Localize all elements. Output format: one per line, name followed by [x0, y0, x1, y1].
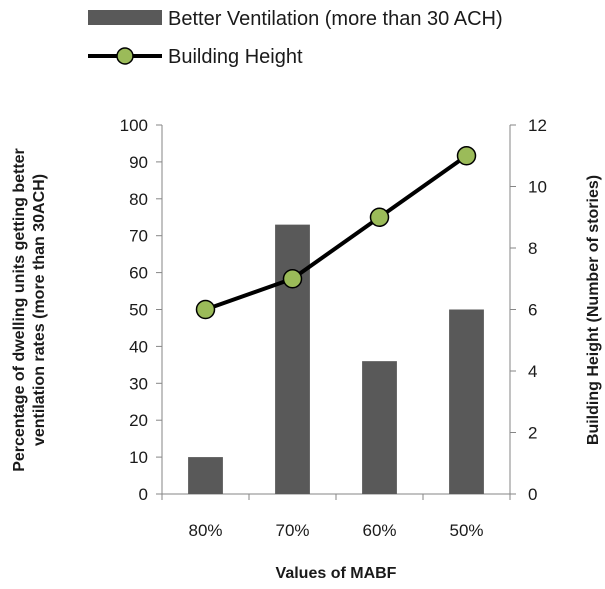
x-tick-label: 60% [362, 521, 396, 540]
right-axis-title: Building Height (Number of stories) [585, 175, 602, 445]
left-tick-label: 50 [129, 301, 148, 320]
line-series [195, 146, 477, 320]
legend-label-line: Building Height [168, 46, 303, 68]
left-tick-label: 0 [139, 485, 148, 504]
left-axis-title-line1: Percentage of dwelling units getting bet… [11, 148, 28, 472]
x-axis-title: Values of MABF [276, 565, 397, 582]
left-tick-label: 70 [129, 227, 148, 246]
right-tick-label: 2 [528, 424, 537, 443]
right-tick-label: 8 [528, 239, 537, 258]
left-tick-label: 10 [129, 448, 148, 467]
right-tick-label: 4 [528, 362, 537, 381]
height-point-70pct [282, 269, 303, 289]
building-height-line [204, 154, 468, 312]
right-tick-label: 6 [528, 301, 537, 320]
left-tick-label: 30 [129, 374, 148, 393]
left-axis-title-line2: ventilation rates (more than 30ACH) [31, 174, 48, 446]
height-point-80pct [195, 299, 216, 320]
height-point-60pct [369, 207, 390, 227]
right-axis-ticks: 0 2 4 6 8 10 12 [510, 116, 547, 504]
bar-70pct [275, 224, 310, 494]
x-tick-label: 70% [275, 521, 309, 540]
x-tick-label: 50% [449, 521, 483, 540]
right-tick-label: 10 [528, 178, 547, 197]
left-axis-ticks: 0 10 20 30 40 50 60 70 80 90 100 [120, 116, 162, 504]
x-axis-ticks: 80% 70% 60% 50% [161, 494, 511, 540]
right-tick-label: 12 [528, 116, 547, 135]
right-tick-label: 0 [528, 485, 537, 504]
bar-80pct [188, 457, 223, 494]
left-tick-label: 80 [129, 190, 148, 209]
left-tick-label: 90 [129, 153, 148, 172]
height-point-50pct [456, 146, 477, 166]
legend-swatch-marker [116, 47, 134, 65]
legend-label-bar: Better Ventilation (more than 30 ACH) [168, 8, 503, 30]
bar-series [188, 224, 484, 494]
legend-swatch-bar [88, 10, 162, 25]
left-tick-label: 60 [129, 264, 148, 283]
x-tick-label: 80% [188, 521, 222, 540]
left-tick-label: 100 [120, 116, 148, 135]
legend: Better Ventilation (more than 30 ACH) Bu… [88, 8, 503, 68]
bar-60pct [362, 361, 397, 494]
bar-50pct [449, 309, 484, 494]
left-tick-label: 20 [129, 411, 148, 430]
left-tick-label: 40 [129, 337, 148, 356]
